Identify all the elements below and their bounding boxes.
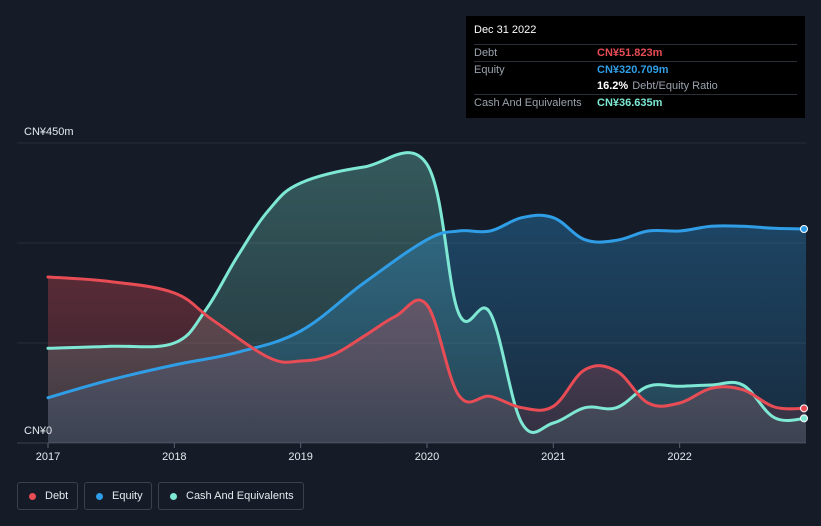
equity-end-marker [800, 225, 808, 233]
debt-dot-icon [29, 492, 36, 500]
debt-end-marker [800, 404, 808, 413]
legend-item-cash[interactable]: Cash And Equivalents [158, 482, 304, 510]
cash-dot-icon [170, 492, 177, 500]
tooltip-row-debt: Debt CN¥51.823m [474, 44, 797, 61]
x-tick-label-2022: 2022 [667, 451, 691, 463]
debt-line [46, 275, 808, 412]
y-axis-bottom-label: CN¥0 [24, 425, 53, 437]
legend-cash-label: Cash And Equivalents [186, 490, 294, 502]
tooltip-cash-value: CN¥36.635m [597, 97, 663, 109]
legend-equity-label: Equity [112, 490, 143, 502]
x-tick-label-2019: 2019 [288, 451, 312, 463]
tooltip-ratio-value: 16.2% [597, 80, 629, 92]
legend-item-debt[interactable]: Debt [17, 482, 78, 510]
tooltip-row-equity: Equity CN¥320.709m [474, 61, 797, 78]
tooltip-row-cash: Cash And Equivalents CN¥36.635m [474, 94, 797, 111]
tooltip-debt-value: CN¥51.823m [597, 47, 663, 59]
x-tick-label-2017: 2017 [36, 451, 60, 463]
data-tooltip: Dec 31 2022 Debt CN¥51.823m Equity CN¥32… [466, 16, 805, 118]
legend-item-equity[interactable]: Equity [84, 482, 152, 510]
tooltip-debt-label: Debt [474, 47, 498, 59]
x-tick-label-2020: 2020 [415, 451, 439, 463]
tooltip-ratio-label: Debt/Equity Ratio [632, 80, 718, 92]
cash-end-marker [800, 414, 808, 423]
x-tick-label-2018: 2018 [162, 451, 186, 463]
y-axis-top-label: CN¥450m [24, 126, 74, 138]
tooltip-equity-label: Equity [474, 64, 505, 76]
tooltip-equity-value: CN¥320.709m [597, 64, 669, 76]
cash-line [46, 151, 808, 434]
legend-debt-label: Debt [45, 490, 69, 502]
equity-dot-icon [96, 492, 103, 500]
tooltip-date: Dec 31 2022 [474, 24, 537, 36]
tooltip-row-ratio: 16.2% Debt/Equity Ratio [474, 78, 797, 94]
equity-line [46, 213, 808, 400]
debt-area [48, 277, 806, 443]
x-tick-label-2021: 2021 [541, 451, 565, 463]
tooltip-cash-label: Cash And Equivalents [474, 97, 582, 109]
